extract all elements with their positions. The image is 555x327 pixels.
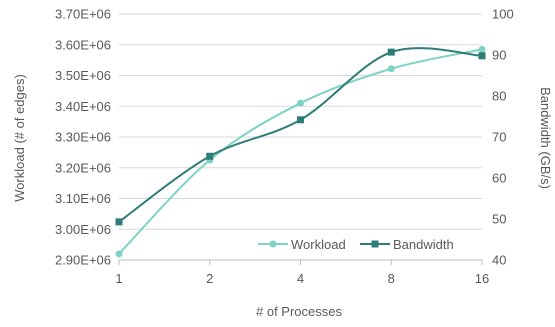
x-tick-label: 4 [297, 271, 304, 286]
y-left-tick-label: 3.50E+06 [55, 68, 111, 83]
y-right-tick-label: 100 [492, 7, 514, 22]
y-right-tick-label: 40 [492, 253, 506, 268]
y-right-tick-label: 70 [492, 130, 506, 145]
bandwidth-point [297, 116, 304, 124]
bandwidth-point [478, 52, 486, 60]
x-axis: 1 2 4 8 16 [115, 259, 489, 286]
y-left-tick-label: 3.60E+06 [55, 37, 111, 52]
bandwidth-point [387, 48, 395, 56]
workload-series-line [118, 48, 483, 255]
x-tick-label: 1 [115, 271, 122, 286]
y-left-tick-label: 2.90E+06 [55, 253, 111, 268]
y-axis-right-title: Bandwidth (GB/s) [538, 87, 553, 189]
y-right-tick-label: 90 [492, 48, 506, 63]
workload-point [478, 45, 486, 53]
y-left-tick-label: 3.40E+06 [55, 99, 111, 114]
y-axis-left-title: Workload (# of edges) [12, 74, 27, 202]
legend-bandwidth-label: Bandwidth [393, 237, 454, 252]
x-tick-label: 16 [475, 271, 489, 286]
workload-point [297, 99, 304, 107]
legend-bandwidth-marker [371, 240, 379, 248]
gridlines [119, 13, 482, 261]
y-left-tick-label: 3.10E+06 [55, 191, 111, 206]
x-tick-label: 2 [206, 271, 213, 286]
y-left-tick-label: 3.00E+06 [55, 222, 111, 237]
y-left-tick-label: 3.20E+06 [55, 160, 111, 175]
bandwidth-point [115, 218, 123, 226]
series-layer [115, 45, 486, 258]
legend-workload-marker [269, 240, 277, 248]
legend: Workload Bandwidth [258, 237, 454, 252]
workload-point [387, 65, 395, 73]
y-right-tick-label: 50 [492, 212, 506, 227]
workload-point [115, 250, 123, 258]
right-y-axis-ticks: 40 50 60 70 80 90 100 [492, 7, 514, 268]
y-left-tick-label: 3.70E+06 [55, 7, 111, 22]
x-tick-label: 8 [388, 271, 395, 286]
y-right-tick-label: 80 [492, 89, 506, 104]
bandwidth-point [206, 152, 214, 160]
y-right-tick-label: 60 [492, 171, 506, 186]
x-axis-title: # of Processes [256, 304, 342, 319]
legend-workload-label: Workload [291, 237, 346, 252]
left-y-axis-ticks: 2.90E+06 3.00E+06 3.10E+06 3.20E+06 3.30E+06… [55, 7, 111, 268]
y-left-tick-label: 3.30E+06 [55, 130, 111, 145]
